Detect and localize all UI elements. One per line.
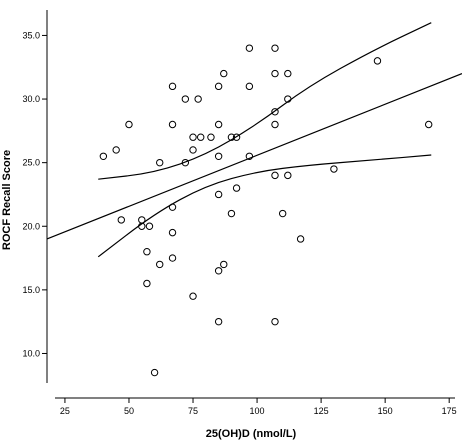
data-point	[271, 69, 279, 78]
plot-lines	[46, 22, 462, 258]
data-point	[125, 120, 133, 129]
data-point	[168, 120, 177, 129]
x-tick-label: 175	[442, 406, 457, 416]
x-tick-label: 150	[378, 406, 393, 416]
data-point	[284, 69, 292, 78]
y-tick-label: 25.0	[22, 158, 40, 168]
data-point	[424, 120, 433, 129]
data-point	[145, 222, 154, 230]
plot-points	[99, 44, 433, 377]
data-point	[296, 235, 305, 243]
data-point	[138, 222, 146, 230]
x-axis-title: 25(OH)D (nmol/L)	[206, 428, 297, 440]
data-point	[284, 171, 292, 180]
data-point	[245, 82, 254, 91]
data-point	[117, 216, 125, 224]
data-point	[214, 82, 223, 91]
data-point	[181, 95, 190, 103]
data-point	[271, 44, 279, 52]
data-point	[284, 95, 292, 103]
data-point	[271, 108, 279, 116]
regression-line	[46, 73, 462, 240]
data-point	[214, 190, 223, 199]
data-point	[138, 216, 146, 224]
y-axis-title: ROCF Recall Score	[1, 150, 13, 250]
data-point	[143, 279, 151, 288]
x-tick-label: 25	[60, 406, 70, 416]
data-point	[271, 120, 279, 129]
data-point	[156, 158, 164, 167]
data-point	[168, 254, 177, 262]
data-point	[245, 152, 254, 160]
data-point	[271, 171, 279, 180]
data-point	[207, 133, 215, 141]
data-point	[220, 69, 228, 78]
data-point	[232, 133, 241, 141]
data-point	[168, 228, 177, 237]
ci-upper-curve	[98, 22, 432, 180]
data-point	[271, 317, 279, 326]
data-point	[330, 165, 338, 173]
ci-lower-curve	[97, 154, 432, 258]
data-point	[150, 368, 159, 377]
data-point	[168, 82, 177, 91]
data-point	[194, 95, 202, 103]
data-point	[214, 317, 223, 326]
y-tick-label: 30.0	[22, 94, 40, 104]
y-tick-label: 10.0	[22, 348, 40, 358]
data-point	[214, 267, 223, 275]
x-tick-label: 125	[314, 406, 329, 416]
data-point	[214, 152, 223, 160]
axes: 10.0 15.0 20.0 25.0 30.0 35.0 25 50 75 100 125 150 1…	[22, 10, 457, 416]
data-point	[143, 248, 151, 256]
y-tick-label: 35.0	[22, 30, 40, 40]
x-tick-label: 50	[124, 406, 134, 416]
data-point	[373, 57, 382, 65]
y-tick-label: 15.0	[22, 285, 40, 295]
x-tick-label: 75	[188, 406, 198, 416]
data-point	[214, 120, 223, 129]
data-point	[245, 44, 254, 52]
data-point	[181, 158, 190, 167]
data-point	[227, 133, 236, 141]
data-point	[220, 260, 228, 269]
data-point	[232, 184, 241, 192]
data-point	[197, 133, 205, 141]
data-point	[227, 209, 236, 218]
data-point	[189, 133, 197, 141]
data-point	[189, 146, 197, 154]
x-tick-label: 100	[250, 406, 265, 416]
data-point	[278, 209, 287, 218]
data-point	[156, 260, 164, 269]
data-point	[112, 146, 120, 154]
data-point	[168, 203, 177, 211]
y-tick-label: 20.0	[22, 221, 40, 231]
data-point	[99, 152, 108, 160]
data-point	[189, 292, 197, 300]
